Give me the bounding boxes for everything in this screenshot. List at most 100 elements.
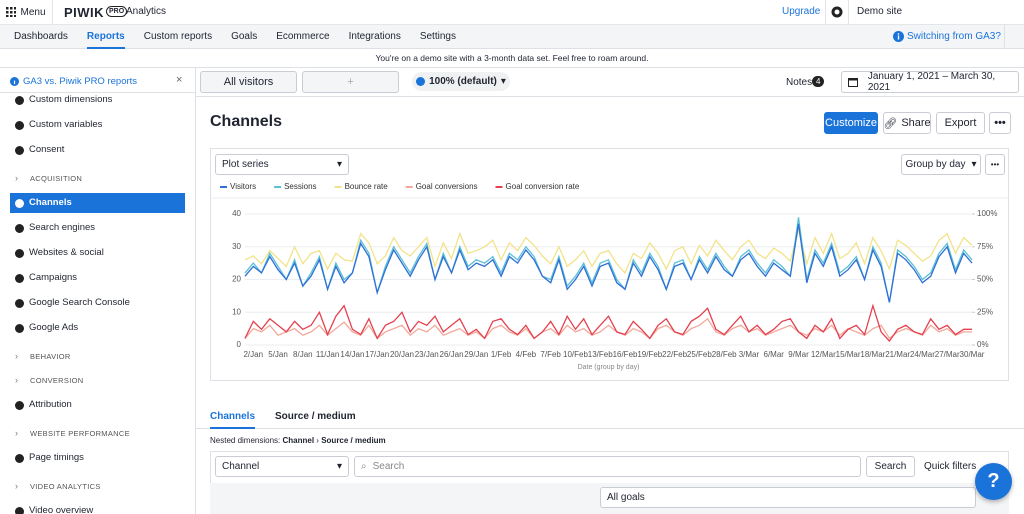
legend-entry[interactable]: Sessions (284, 182, 316, 191)
caret: ▾ (337, 461, 342, 472)
x-tick-label: 19/Feb (637, 350, 662, 359)
x-tick-label: 18/Mar (860, 350, 885, 359)
legend-entry[interactable]: Bounce rate (345, 182, 389, 191)
sidebar-item[interactable]: Channels (29, 197, 72, 208)
nested-prefix: Nested dimensions: (210, 436, 280, 445)
sidebar-icon (15, 324, 24, 333)
nav-tab[interactable]: Reports (87, 31, 125, 49)
calendar-icon (848, 77, 858, 87)
goals-select[interactable]: All goals (600, 487, 976, 508)
y2-tick-label: 75% (977, 242, 993, 251)
nav-tab[interactable]: Integrations (349, 31, 401, 47)
nav-tab[interactable]: Dashboards (14, 31, 68, 47)
sidebar-section: CONVERSION (30, 376, 83, 385)
x-tick-label: 20/Jan (390, 350, 414, 359)
sidebar-icon (15, 299, 24, 308)
customize-button[interactable]: Customize (824, 112, 878, 134)
x-tick-label: 8/Jan (293, 350, 313, 359)
menu-button[interactable]: Menu (2, 2, 50, 22)
search-icon: ⌕ (361, 461, 367, 472)
nav-tab[interactable]: Ecommerce (276, 31, 329, 47)
x-tick-label: 6/Mar (764, 350, 785, 359)
dimension-select[interactable]: Channel ▾ (215, 456, 349, 477)
nav-tab[interactable]: Settings (420, 31, 456, 47)
sidebar-section: VIDEO ANALYTICS (30, 482, 101, 491)
y-tick-label: 10 (232, 307, 241, 316)
share-button[interactable]: 🔗︎Share (883, 112, 931, 134)
quick-filters[interactable]: Quick filters (924, 461, 976, 472)
x-tick-label: 27/Mar (935, 350, 960, 359)
y2-tick-label: 100% (977, 209, 997, 218)
export-button[interactable]: Export (936, 112, 985, 134)
x-tick-label: 4/Feb (516, 350, 537, 359)
sidebar-item[interactable]: Attribution (29, 399, 72, 410)
sidebar-icon (15, 507, 24, 514)
sidebar: Custom dimensions Custom variables Consent… (0, 92, 196, 514)
upgrade-link[interactable]: Upgrade (782, 6, 820, 17)
search-button[interactable]: Search (866, 456, 915, 477)
x-tick-label: 1/Feb (491, 350, 512, 359)
sidebar-item[interactable]: Campaigns (29, 272, 77, 283)
menu-icon (6, 7, 16, 17)
segment-button[interactable]: All visitors (200, 71, 297, 93)
sidebar-item[interactable]: Consent (29, 144, 64, 155)
search-input[interactable]: ⌕Search (354, 456, 861, 477)
sampling-select[interactable]: 100% (default)▾ (412, 72, 510, 91)
add-segment-button[interactable]: + (302, 71, 399, 93)
close-button[interactable]: × (176, 74, 182, 86)
more-button[interactable]: ••• (989, 112, 1011, 134)
help-button[interactable]: ? (975, 463, 1012, 500)
logo[interactable]: PIWIK (64, 5, 104, 20)
sidebar-icon (15, 224, 24, 233)
legend-entry[interactable]: Goal conversions (416, 182, 478, 191)
product-name: Analytics (126, 6, 166, 17)
x-tick-label: 2/Jan (243, 350, 263, 359)
sidebar-section: ACQUISITION (30, 174, 82, 183)
sidebar-item[interactable]: Video overview (29, 505, 93, 514)
link-icon: 🔗︎ (883, 117, 897, 130)
sidebar-icon (15, 96, 24, 105)
x-tick-label: 5/Jan (268, 350, 288, 359)
x-tick-label: 17/Jan (365, 350, 389, 359)
sidebar-item[interactable]: Page timings (29, 452, 84, 463)
site-name: Demo site (857, 6, 902, 17)
x-tick-label: 7/Feb (540, 350, 561, 359)
nested-dimensions: Nested dimensions: Channel › Source / me… (210, 436, 386, 445)
sidebar-item[interactable]: Search engines (29, 222, 95, 233)
nested-second: Source / medium (321, 436, 385, 445)
sidebar-title[interactable]: GA3 vs. Piwik PRO reports (23, 76, 137, 87)
nav-tab[interactable]: Goals (231, 31, 257, 47)
notes-label[interactable]: Notes (786, 77, 812, 88)
divider (1004, 25, 1005, 49)
report-tab[interactable]: Channels (210, 411, 255, 429)
tabs-border (196, 428, 1024, 429)
report-tab[interactable]: Source / medium (275, 411, 356, 427)
sidebar-item[interactable]: Websites & social (29, 247, 104, 258)
sidebar-icon (15, 146, 24, 155)
date-picker[interactable]: January 1, 2021 – March 30, 2021 (841, 71, 1019, 93)
sidebar-icon (15, 121, 24, 130)
x-tick-label: 21/Mar (885, 350, 910, 359)
sidebar-item[interactable]: Google Ads (29, 322, 78, 333)
series-line (245, 224, 972, 303)
divider (52, 0, 53, 25)
legend-entry[interactable]: Goal conversion rate (506, 182, 580, 191)
nav-bar: Dashboards Reports Custom reports Goals Ecom… (0, 25, 1024, 49)
sidebar-item[interactable]: Custom dimensions (29, 94, 112, 105)
nav-tab[interactable]: Custom reports (144, 31, 212, 47)
sidebar-icon (15, 249, 24, 258)
sidebar-item[interactable]: Custom variables (29, 119, 102, 130)
y2-tick-label: 25% (977, 307, 993, 316)
legend-entry[interactable]: Visitors (230, 182, 256, 191)
switch-link[interactable]: Switching from GA3? (907, 31, 1001, 42)
caret: ▾ (501, 76, 506, 87)
x-tick-label: 23/Jan (415, 350, 439, 359)
sidebar-icon (15, 401, 24, 410)
menu-label: Menu (20, 7, 45, 18)
dimension-label: Channel (222, 461, 259, 472)
x-axis-label: Date (group by day) (578, 364, 640, 371)
x-tick-label: 28/Feb (712, 350, 737, 359)
x-tick-label: 26/Jan (440, 350, 464, 359)
sidebar-item[interactable]: Google Search Console (29, 297, 130, 308)
